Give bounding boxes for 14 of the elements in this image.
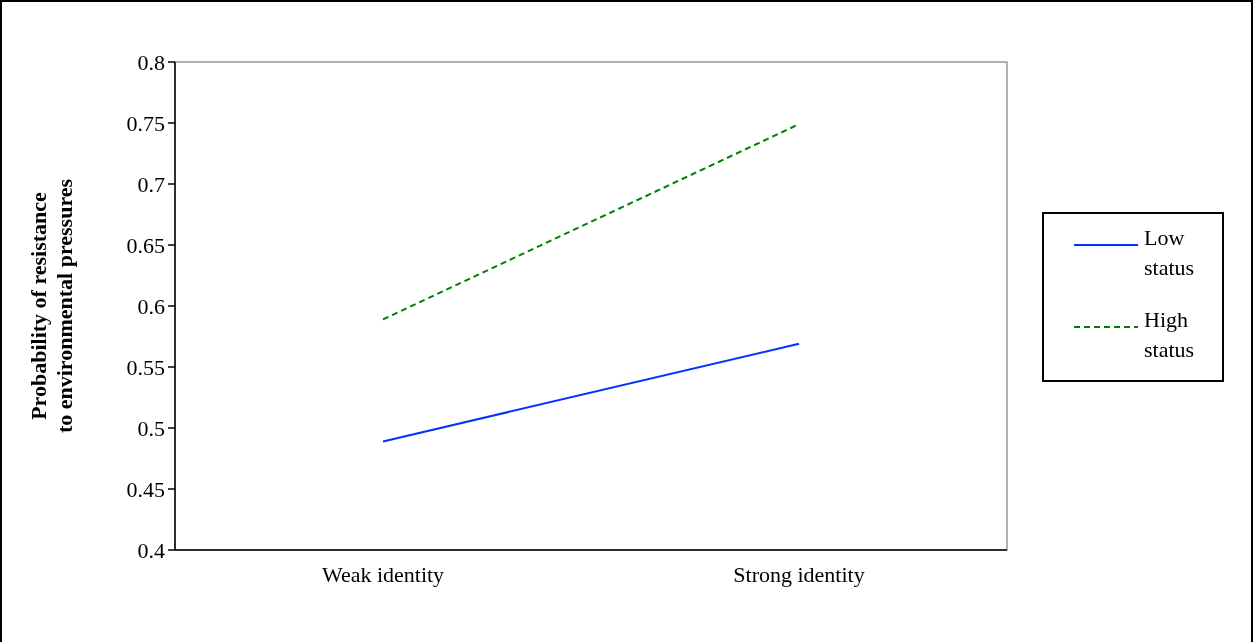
- x-tick-label: Weak identity: [321, 562, 445, 587]
- legend-label: High status: [1144, 307, 1195, 362]
- legend-label: Low status: [1144, 225, 1195, 280]
- y-tick-label: 0.5: [137, 415, 165, 441]
- x-tick-label: Strong identity: [733, 562, 865, 587]
- y-axis-title: Probability of resistance to environmental pressures: [26, 178, 77, 434]
- y-tick-label: 0.6: [137, 293, 165, 319]
- y-tick-label: 0.4: [137, 537, 165, 563]
- y-tick-label: 0.55: [126, 354, 165, 380]
- y-tick-label: 0.75: [126, 110, 165, 136]
- y-tick-label: 0.8: [137, 49, 165, 75]
- y-tick-label: 0.65: [126, 232, 165, 258]
- y-tick-label: 0.45: [126, 476, 165, 502]
- y-tick-label: 0.7: [137, 171, 165, 197]
